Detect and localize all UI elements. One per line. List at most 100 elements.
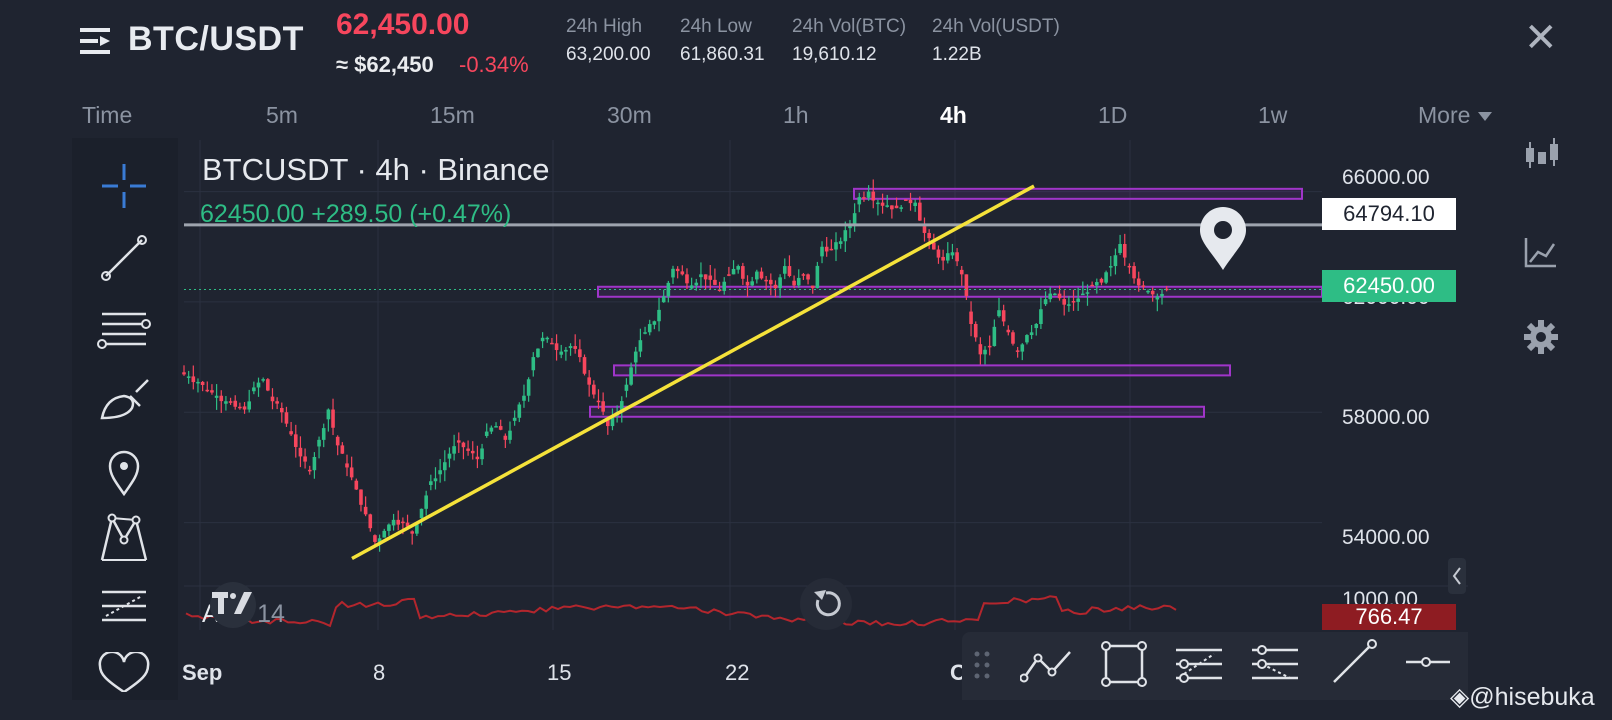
reset-chart-button[interactable] [800, 578, 852, 630]
crosshair-icon[interactable] [96, 158, 152, 214]
candle-body [633, 351, 638, 363]
date-tick-sep: Sep [182, 660, 223, 685]
candle-body [843, 230, 848, 242]
candle-body [1122, 244, 1127, 258]
last-price-tag: 62450.00 [1322, 270, 1456, 302]
candle-body [522, 395, 526, 401]
pair-title[interactable]: BTC/USDT [128, 20, 304, 58]
candle-body [1104, 272, 1108, 283]
candle-body [1039, 309, 1043, 324]
candle-body [298, 447, 303, 457]
candle-body [377, 538, 382, 542]
location-marker-icon[interactable] [1198, 206, 1248, 277]
candle-body [689, 285, 694, 289]
candle-body [568, 346, 573, 349]
tf-time[interactable]: Time [82, 102, 133, 128]
candle-body [214, 395, 219, 398]
candle-body [848, 224, 852, 229]
tf-1h[interactable]: 1h [783, 102, 809, 128]
candle-body [773, 284, 778, 289]
tf-30m[interactable]: 30m [607, 102, 652, 128]
candle-body [284, 412, 289, 424]
horizontal-ray-icon[interactable] [1404, 652, 1452, 677]
candle-body [484, 431, 489, 436]
candle-body [247, 401, 251, 410]
path-icon[interactable] [1019, 644, 1076, 691]
candle-body [680, 271, 685, 275]
brush-icon[interactable] [96, 374, 152, 430]
candle-body [764, 279, 768, 282]
candle-body [182, 372, 186, 375]
candle-body [1081, 293, 1085, 296]
indicators-icon[interactable] [1520, 134, 1562, 176]
chart-type-icon[interactable] [1520, 232, 1562, 274]
candle-body [606, 418, 610, 427]
parallel-channel-icon[interactable] [1174, 642, 1224, 691]
candle-body [326, 409, 331, 420]
candle-body [312, 456, 317, 471]
candle-body [722, 281, 727, 291]
candle-body [266, 379, 270, 391]
candle-body [624, 384, 629, 391]
candle-body [587, 377, 591, 385]
candle-body [554, 343, 559, 351]
tf-1d[interactable]: 1D [1098, 102, 1128, 128]
atr-line [185, 595, 1177, 628]
close-icon[interactable]: ✕ [1524, 16, 1558, 60]
settings-icon[interactable] [1520, 316, 1562, 358]
candle-body [820, 246, 824, 257]
approx-usd: ≈ $62,450 [336, 52, 434, 77]
pin-icon[interactable] [96, 444, 152, 500]
candle-body [470, 450, 475, 454]
candle-body [1136, 278, 1141, 286]
candle-body [368, 514, 373, 529]
grip-icon[interactable] [972, 648, 992, 687]
tf-15m[interactable]: 15m [430, 102, 475, 128]
candle-body [755, 271, 759, 280]
candle-body [475, 456, 480, 460]
tf-1w[interactable]: 1w [1258, 102, 1288, 128]
candle-body [228, 401, 233, 403]
candle-body [1108, 266, 1113, 268]
candle-body [224, 401, 228, 404]
menu-icon[interactable] [78, 24, 114, 58]
collapse-toolbar-handle[interactable] [1448, 558, 1466, 599]
candle-body [652, 321, 657, 325]
rectangle-icon[interactable] [1100, 640, 1148, 693]
candle-body [782, 266, 787, 274]
tf-more-label: More [1418, 102, 1471, 128]
candle-body [387, 524, 391, 531]
date-tick-8: 8 [373, 660, 386, 685]
tf-5m[interactable]: 5m [266, 102, 298, 128]
candle-body [443, 462, 447, 471]
candle-body [200, 381, 205, 385]
candle-body [880, 202, 885, 206]
price-chart[interactable] [72, 138, 1468, 700]
fib-icon[interactable] [96, 302, 152, 358]
candle-body [438, 470, 442, 475]
candle-body [498, 426, 503, 430]
price-tick-54000: 54000.00 [1342, 526, 1430, 549]
line-icon[interactable] [1328, 638, 1378, 693]
candle-body [461, 442, 466, 448]
reset-icon [814, 590, 841, 617]
atr-period: 14 [257, 600, 285, 628]
stat-high-label: 24h High [566, 16, 643, 37]
candle-body [1062, 299, 1066, 305]
candle-body [578, 349, 582, 358]
candle-body [1127, 265, 1132, 268]
candle-body [512, 417, 517, 421]
trendline-icon[interactable] [96, 230, 152, 286]
tf-4h[interactable]: 4h [940, 102, 967, 128]
candle-body [307, 469, 312, 472]
candle-body [610, 415, 615, 427]
sr-zone [853, 187, 1303, 200]
candle-body [1015, 350, 1020, 352]
measure-icon[interactable] [96, 578, 152, 634]
pattern-icon[interactable] [96, 510, 152, 566]
fib-channel-icon[interactable] [1250, 642, 1300, 691]
tf-more[interactable]: More [1418, 102, 1493, 129]
trendline [351, 184, 1035, 561]
candle-body [466, 448, 470, 451]
favorite-icon[interactable] [96, 650, 152, 694]
